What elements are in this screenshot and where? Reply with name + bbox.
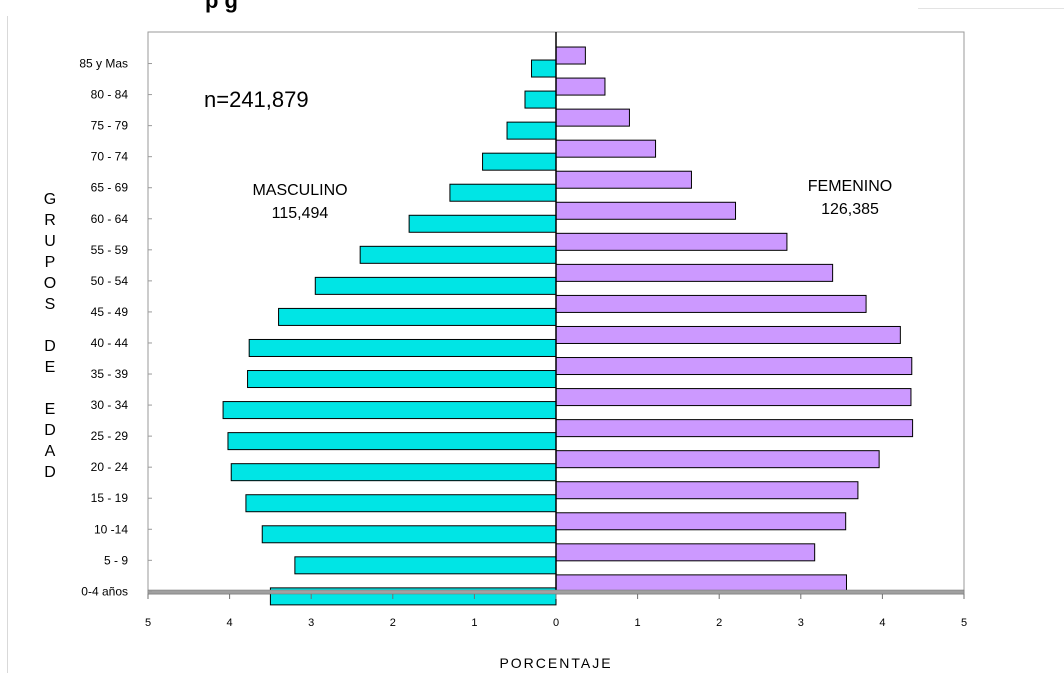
age-label: 65 - 69 — [91, 181, 129, 195]
male-bar — [408, 214, 557, 233]
male-bar — [247, 370, 557, 389]
female-bar — [555, 201, 737, 220]
y-axis-title-letter: G — [44, 191, 56, 208]
y-axis-title-letter: R — [44, 212, 56, 229]
male-bar — [294, 556, 557, 575]
y-axis-title-letter: D — [44, 464, 56, 481]
female-bar — [555, 77, 606, 96]
female-bar — [555, 139, 657, 158]
female-bar — [555, 574, 847, 593]
x-tick-label: 5 — [145, 617, 151, 629]
x-tick-label: 0 — [553, 617, 559, 629]
female-bar — [555, 481, 859, 500]
y-axis-title-letter: O — [44, 275, 56, 292]
female-bar — [555, 263, 834, 282]
x-tick-labels: 5 4 3 2 1 0 1 2 3 4 5 — [145, 594, 967, 629]
female-bar — [555, 450, 880, 469]
y-axis-title-letter: E — [45, 401, 56, 418]
y-axis-title-letter: D — [44, 422, 56, 439]
header-strip: p g — [0, 0, 1064, 16]
y-axis-title-letter: P — [45, 254, 56, 271]
female-bar — [555, 325, 901, 344]
x-tick-label: 1 — [471, 617, 477, 629]
age-label: 20 - 24 — [91, 460, 129, 474]
female-bar — [555, 232, 788, 251]
male-bar — [248, 338, 557, 357]
y-axis-title-letter: S — [45, 296, 56, 313]
age-label: 75 - 79 — [91, 119, 129, 133]
x-axis-title: PORCENTAJE — [499, 655, 612, 671]
x-tick-label: 3 — [798, 617, 804, 629]
frame-left-edge — [7, 16, 8, 673]
male-label: MASCULINO — [252, 182, 347, 199]
age-label: 50 - 54 — [91, 274, 129, 288]
age-label: 30 - 34 — [91, 398, 129, 412]
x-tick-label: 2 — [716, 617, 722, 629]
age-group-labels: 0-4 años 5 - 9 10 -14 15 - 19 20 - 24 25 - 29… — [79, 57, 152, 598]
female-bar — [555, 543, 816, 562]
female-bar — [555, 419, 914, 438]
age-label: 70 - 74 — [91, 150, 129, 164]
female-bar — [555, 170, 692, 189]
age-label: 35 - 39 — [91, 367, 129, 381]
y-axis-title-letter: A — [45, 443, 56, 460]
age-label: 45 - 49 — [91, 305, 129, 319]
age-label: 0-4 años — [81, 584, 128, 598]
x-tick-label: 1 — [635, 617, 641, 629]
x-tick-label: 2 — [390, 617, 396, 629]
female-bar — [555, 294, 867, 313]
age-label: 85 y Mas — [79, 57, 128, 71]
age-label: 10 -14 — [94, 522, 128, 536]
age-label: 40 - 44 — [91, 336, 129, 350]
x-tick-label: 3 — [308, 617, 314, 629]
female-bar — [555, 108, 630, 127]
chart-title-cropped: p g — [205, 0, 238, 13]
female-count: 126,385 — [821, 201, 879, 218]
female-bar — [555, 46, 586, 65]
y-axis-title-letter: U — [44, 233, 56, 250]
male-bar — [524, 90, 557, 109]
x-tick-label: 5 — [961, 617, 967, 629]
female-bar — [555, 512, 847, 531]
frame-top-edge — [918, 8, 1064, 9]
male-bar — [227, 432, 557, 451]
y-axis-title-letter: E — [45, 359, 56, 376]
bars-group — [222, 46, 914, 606]
age-label: 80 - 84 — [91, 88, 129, 102]
x-tick-label: 4 — [227, 617, 233, 629]
male-bar — [261, 525, 557, 544]
x-tick-label: 4 — [879, 617, 885, 629]
male-bar — [314, 276, 557, 295]
male-bar — [449, 183, 557, 202]
male-bar — [531, 59, 557, 78]
age-label: 60 - 64 — [91, 212, 129, 226]
total-annotation: n=241,879 — [204, 87, 309, 112]
y-axis-title-letter: D — [44, 338, 56, 355]
x-axis-floor — [147, 589, 965, 595]
age-label: 15 - 19 — [91, 491, 129, 505]
male-count: 115,494 — [272, 205, 329, 222]
age-label: 55 - 59 — [91, 243, 129, 257]
male-bar — [506, 121, 557, 140]
female-bar — [555, 388, 912, 407]
female-label: FEMENINO — [808, 178, 892, 195]
age-label: 25 - 29 — [91, 429, 129, 443]
female-bar — [555, 357, 913, 376]
male-bar — [222, 401, 557, 420]
male-bar — [359, 245, 557, 264]
age-label: 5 - 9 — [104, 553, 128, 567]
male-bar — [482, 152, 557, 171]
male-bar — [245, 494, 557, 513]
male-bar — [278, 307, 557, 326]
male-bar — [230, 463, 557, 482]
